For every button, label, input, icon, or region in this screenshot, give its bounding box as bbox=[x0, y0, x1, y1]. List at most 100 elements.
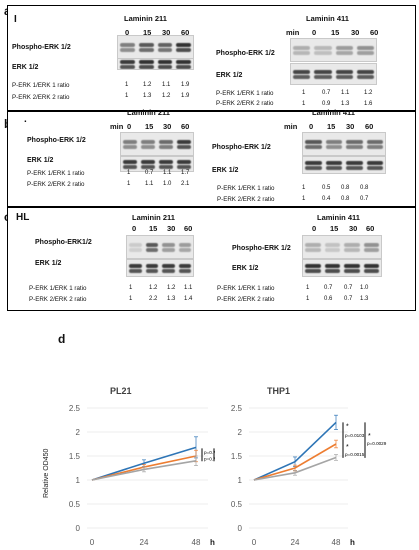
ratio-label-erk1: P-ERK 1/ERK 1 ratio bbox=[217, 185, 275, 192]
band-total bbox=[325, 166, 342, 170]
band-total bbox=[346, 161, 363, 165]
band-total bbox=[123, 160, 137, 164]
ratio-value-erk1: 1 bbox=[125, 82, 129, 88]
band-total bbox=[141, 160, 155, 164]
ratio-value-erk1: 1.2 bbox=[167, 285, 176, 291]
time-point: 30 bbox=[349, 224, 358, 233]
blot-title: Laminin 211 bbox=[127, 108, 170, 117]
band-phospho bbox=[293, 46, 311, 50]
band-phospho bbox=[177, 145, 191, 149]
ratio-value-erk2: 0.7 bbox=[360, 196, 369, 202]
row-label-phospho-erk: Phospho-ERK 1/2 bbox=[216, 50, 275, 57]
band-phospho bbox=[157, 48, 173, 52]
time-point: 60 bbox=[366, 224, 375, 233]
y-tick-label: 0.5 bbox=[69, 500, 81, 509]
time-point: 30 bbox=[162, 28, 171, 37]
chart-title: PL21 bbox=[110, 386, 132, 396]
band-total bbox=[314, 70, 332, 74]
band-total bbox=[123, 165, 137, 169]
time-point: 15 bbox=[143, 28, 152, 37]
p-value-annotation: p=0.75 bbox=[204, 450, 215, 455]
blot-c-laminin211: Laminin 211 0 15 30 60 Phospho-ERK1/2 ERK 1/2 P… bbox=[12, 213, 212, 308]
blot-image-erk bbox=[120, 156, 194, 172]
band-total bbox=[335, 70, 353, 74]
ratio-value-erk2: 1.3 bbox=[360, 296, 369, 302]
band-total bbox=[120, 60, 135, 64]
band-phospho bbox=[335, 46, 353, 50]
ratio-value-erk1: 1.0 bbox=[360, 285, 369, 291]
band-phospho bbox=[145, 248, 158, 252]
band-phospho bbox=[366, 145, 383, 149]
time-point: 60 bbox=[181, 28, 190, 37]
blot-image-erk bbox=[302, 259, 382, 277]
ratio-value-erk1: 0.5 bbox=[322, 185, 331, 191]
blot-image-erk bbox=[126, 259, 194, 277]
ratio-value-erk2: 1.6 bbox=[364, 101, 373, 107]
blot-b-laminin411: Laminin 411 min 0 15 30 60 Phospho-ERK 1/2 ERK … bbox=[212, 108, 412, 203]
x-unit-label: h bbox=[210, 538, 215, 547]
band-phospho bbox=[138, 43, 154, 47]
x-tick-label: 24 bbox=[291, 538, 300, 547]
band-phospho bbox=[363, 248, 379, 252]
band-total bbox=[335, 75, 353, 79]
ratio-value-erk2: 1 bbox=[302, 196, 306, 202]
band-total bbox=[178, 264, 191, 268]
significance-star: * bbox=[368, 433, 371, 440]
band-total bbox=[344, 264, 360, 268]
band-phospho bbox=[293, 51, 311, 55]
band-total bbox=[366, 161, 383, 165]
band-total bbox=[157, 65, 173, 69]
time-point: 0 bbox=[312, 224, 317, 233]
band-total bbox=[177, 160, 191, 164]
significance-star: * bbox=[346, 444, 349, 451]
blot-image-phospho-erk bbox=[290, 38, 377, 62]
x-tick-label: 48 bbox=[332, 538, 341, 547]
band-total bbox=[138, 60, 154, 64]
ratio-value-erk1: 0.7 bbox=[145, 170, 154, 176]
time-point: 15 bbox=[330, 224, 339, 233]
ratio-value-erk2: 1.3 bbox=[341, 101, 350, 107]
time-point: 15 bbox=[331, 28, 340, 37]
band-phospho bbox=[305, 248, 321, 252]
ratio-value-erk2: 1.9 bbox=[181, 93, 190, 99]
band-phospho bbox=[120, 48, 135, 52]
p-value-annotation: p=0.0029 bbox=[367, 441, 387, 446]
panel-letter-d: d bbox=[58, 332, 66, 346]
band-total bbox=[145, 269, 158, 273]
band-total bbox=[363, 269, 379, 273]
band-total bbox=[324, 264, 340, 268]
time-point: 30 bbox=[346, 122, 355, 131]
time-point: 0 bbox=[125, 28, 130, 37]
blot-title: Laminin 211 bbox=[124, 14, 167, 23]
p-value-annotation: p=0.0103 bbox=[345, 433, 365, 438]
y-tick-label: 2.5 bbox=[69, 404, 81, 413]
p-value-annotation: p=0.0015 bbox=[345, 452, 365, 457]
band-total bbox=[346, 166, 363, 170]
band-phospho bbox=[305, 243, 321, 247]
ratio-value-erk1: 0.8 bbox=[360, 185, 369, 191]
band-phospho bbox=[344, 248, 360, 252]
ratio-value-erk2: 0.9 bbox=[322, 101, 331, 107]
band-phospho bbox=[138, 48, 154, 52]
ratio-value-erk1: 1.1 bbox=[341, 90, 350, 96]
band-total bbox=[314, 75, 332, 79]
ratio-label-erk1: P-ERK 1/ERK 1 ratio bbox=[12, 82, 70, 89]
band-total bbox=[325, 161, 342, 165]
time-point: 0 bbox=[127, 122, 132, 131]
ratio-value-erk2: 1 bbox=[129, 296, 133, 302]
ratio-label-erk2: P-ERK 2/ERK 2 ratio bbox=[12, 94, 70, 101]
x-tick-label: 24 bbox=[140, 538, 149, 547]
row-label-erk: ERK 1/2 bbox=[27, 157, 54, 164]
ratio-value-erk1: 1.1 bbox=[162, 82, 171, 88]
ratio-value-erk1: 1.9 bbox=[181, 82, 190, 88]
band-phospho bbox=[177, 140, 191, 144]
band-phospho bbox=[162, 243, 175, 247]
blot-image-phospho-erk bbox=[302, 235, 382, 259]
band-total bbox=[162, 264, 175, 268]
ratio-label-erk1: P-ERK 1/ERK 1 ratio bbox=[29, 285, 87, 292]
band-phospho bbox=[325, 140, 342, 144]
minutes-label: min bbox=[284, 122, 298, 131]
chart-title: THP1 bbox=[267, 386, 290, 396]
y-tick-label: 1 bbox=[238, 476, 243, 485]
ratio-value-erk2: 1 bbox=[306, 296, 310, 302]
